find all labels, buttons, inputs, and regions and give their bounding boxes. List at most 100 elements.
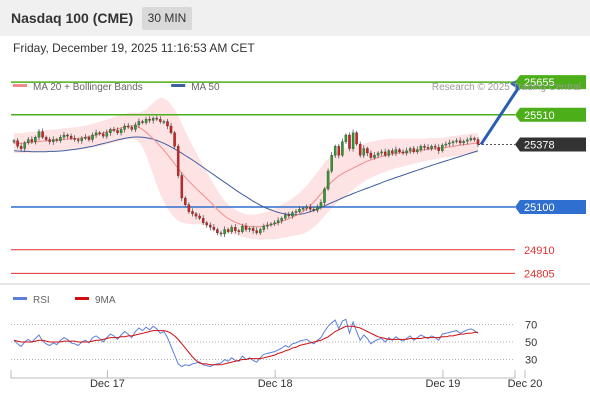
level-label: 24805 (524, 268, 555, 280)
candle-body (294, 211, 298, 213)
candle-body (44, 137, 48, 140)
legend-label: 9MA (95, 295, 116, 306)
candle-body (16, 140, 19, 147)
candle-body (273, 222, 276, 225)
candle-body (266, 224, 269, 227)
level-badge-last (515, 137, 586, 152)
candle-body (98, 132, 101, 135)
candle-body (444, 143, 448, 146)
candle-body (466, 139, 469, 142)
candle-body (76, 139, 80, 141)
candle-body (312, 209, 316, 211)
candle-body (330, 155, 333, 172)
candle-body (376, 152, 380, 156)
x-axis: Dec 17 Dec 18 Dec 19 Dec 20 (10, 370, 543, 390)
candle-body (262, 225, 266, 230)
candle-body (27, 139, 30, 144)
candle-body (251, 228, 255, 231)
candle-body (319, 202, 323, 208)
candle-body (362, 148, 366, 156)
candle-body (398, 149, 401, 153)
candle-body (212, 227, 216, 230)
candle-body (391, 150, 394, 154)
interval-button[interactable]: 30 MIN (142, 7, 192, 30)
candle-body (287, 214, 291, 217)
candle-body (48, 139, 51, 142)
candle-body (123, 125, 126, 130)
candle-body (162, 121, 166, 123)
candle-body (455, 140, 458, 142)
candle-body (209, 224, 212, 228)
candle-body (344, 134, 348, 142)
candle-body (305, 206, 308, 209)
legend-label: RSI (33, 295, 50, 306)
candle-body (30, 139, 34, 142)
legend-label: MA 20 + Bollinger Bands (33, 82, 143, 93)
datetime-label: Friday, December 19, 2025 11:16:53 AM CE… (13, 41, 255, 55)
x-tick-label: Dec 17 (90, 378, 125, 390)
candle-body (23, 142, 26, 149)
candle-body (469, 138, 473, 141)
candle-body (66, 134, 69, 137)
x-tick-label: Dec 20 (508, 378, 543, 390)
candle-body (126, 125, 130, 128)
arrow-shaft (479, 87, 520, 146)
x-axis-frame (10, 370, 516, 379)
bollinger-bands (14, 97, 478, 240)
candle-body (323, 188, 326, 203)
candle-body (369, 152, 373, 158)
legend-swatch (171, 84, 186, 87)
candle-body (55, 139, 59, 141)
candle-body (62, 134, 66, 138)
legend-label: MA 50 (191, 82, 220, 93)
candle-body (380, 151, 383, 154)
candle-body (130, 126, 134, 130)
candle-body (144, 119, 148, 123)
candle-body (412, 148, 416, 153)
candle-body (109, 129, 112, 133)
level-label: 25378 (524, 139, 555, 151)
candle-body (41, 131, 44, 138)
candle-body (12, 140, 16, 143)
candle-body (37, 131, 41, 138)
candle-body (105, 132, 109, 137)
candle-body (437, 147, 440, 151)
candle-body (419, 146, 423, 150)
candles (12, 115, 480, 238)
candle-body (173, 132, 176, 147)
candle-body (387, 150, 391, 156)
candle-body (284, 214, 287, 219)
rsi-panel: RSI 9MA 70 50 30 (11, 295, 537, 368)
candle-body (326, 170, 330, 190)
level-label: 25100 (524, 202, 555, 214)
instrument-title: Nasdaq 100 (CME) (11, 10, 134, 26)
candle-body (116, 130, 119, 133)
candle-body (137, 121, 141, 126)
candle-body (441, 144, 444, 151)
candle-body (383, 151, 387, 156)
candle-body (234, 227, 237, 231)
candle-body (244, 225, 248, 230)
legend-swatch (75, 297, 89, 300)
candle-body (366, 148, 369, 154)
candle-body (351, 132, 355, 149)
level-badge-pivot (515, 200, 586, 214)
candle-body (112, 129, 116, 131)
level-labels: 25655 25510 25378 25100 24910 24805 (515, 75, 586, 280)
candle-body (473, 138, 476, 140)
candle-body (248, 228, 251, 230)
legend-swatch (13, 84, 27, 87)
candle-body (194, 213, 198, 217)
candle-body (94, 132, 98, 136)
candle-body (433, 146, 437, 148)
candle-body (291, 212, 294, 217)
x-tick-label: Dec 18 (258, 378, 293, 390)
rsi-tick-label: 50 (525, 337, 537, 349)
candle-body (180, 175, 184, 199)
candle-body (355, 132, 358, 145)
level-lines (11, 81, 515, 274)
candle-body (84, 137, 87, 139)
candle-body (205, 222, 208, 226)
